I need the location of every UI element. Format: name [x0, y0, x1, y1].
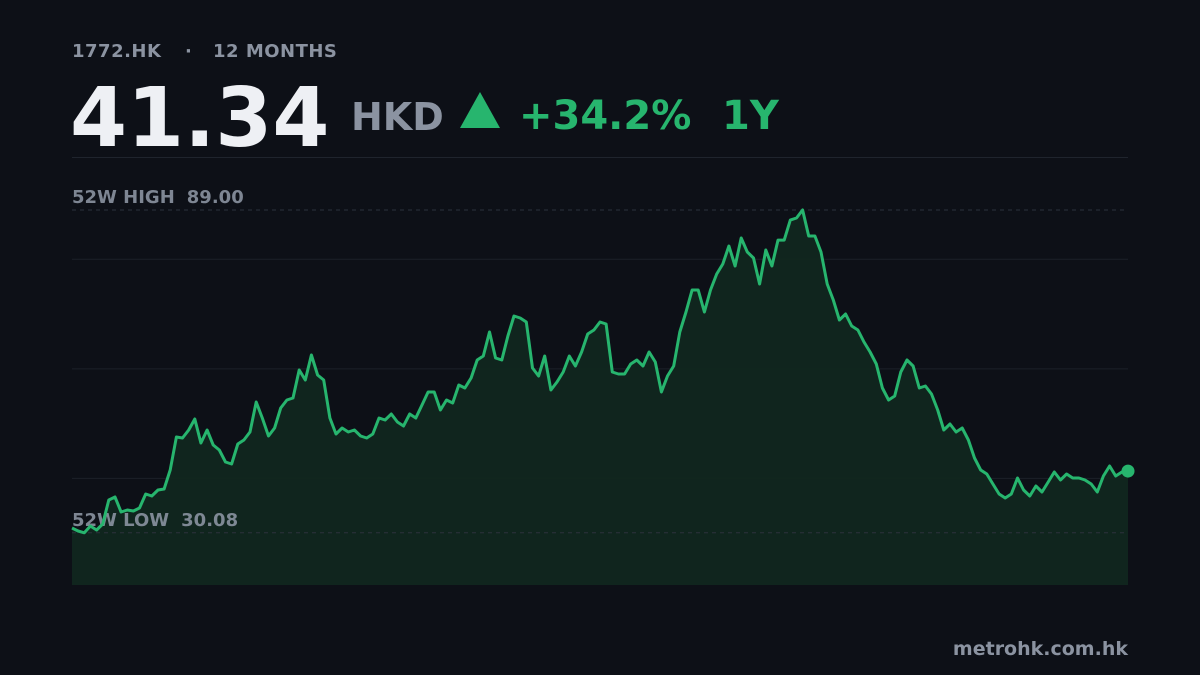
price-line — [71, 208, 1129, 535]
change: +34.2% — [519, 93, 691, 139]
plot: 52W HIGH 89.00 52W LOW 30.08 — [71, 187, 1135, 585]
reference-name: 52W LOW — [72, 510, 169, 531]
period-label: 12 MONTHS — [213, 41, 337, 62]
source: metrohk.com.hk — [953, 638, 1128, 660]
price: 41.34 — [70, 71, 329, 166]
reference-value: 30.08 — [181, 510, 238, 531]
reference-label: 52W LOW 30.08 — [72, 510, 238, 531]
reference-value: 89.00 — [187, 187, 244, 208]
reference-label: 52W HIGH 89.00 — [72, 187, 244, 208]
separator: · — [185, 41, 192, 62]
ticker: 1772.HK — [72, 41, 162, 62]
reference-name: 52W HIGH — [72, 187, 175, 208]
area-fill — [72, 210, 1128, 585]
ticker-line: 1772.HK · 12 MONTHS — [72, 41, 337, 62]
up-arrow — [460, 92, 500, 128]
currency: HKD — [351, 95, 444, 139]
change-period: 1Y — [722, 93, 780, 139]
last-point — [1121, 464, 1135, 478]
